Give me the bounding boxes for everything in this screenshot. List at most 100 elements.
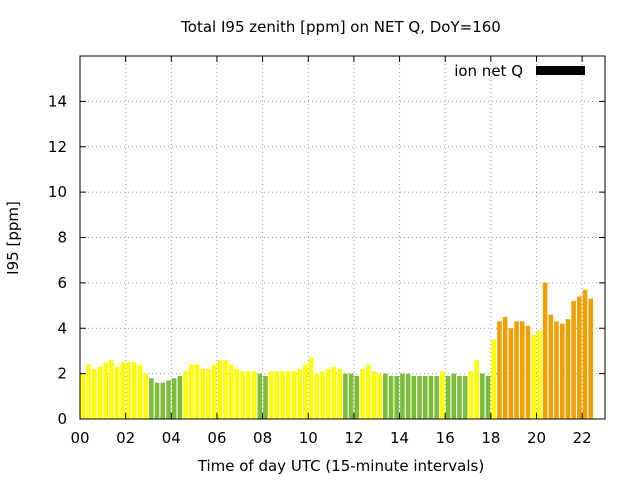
y-tick-label: 0 xyxy=(57,410,67,428)
y-tick-label: 10 xyxy=(48,183,67,201)
bar xyxy=(451,373,457,420)
bar xyxy=(149,378,154,419)
bar xyxy=(394,375,399,419)
x-tick-label: 16 xyxy=(436,429,455,447)
x-axis-label: Time of day UTC (15-minute intervals) xyxy=(197,457,484,475)
bar xyxy=(194,364,200,419)
bar xyxy=(143,373,148,420)
x-tick-label: 10 xyxy=(299,429,318,447)
bar xyxy=(325,369,331,419)
bar xyxy=(383,373,388,420)
bar xyxy=(246,371,251,419)
bar xyxy=(240,371,245,419)
bar xyxy=(291,371,297,419)
bar xyxy=(177,375,183,419)
bar xyxy=(525,325,531,419)
bar xyxy=(303,364,308,419)
bar xyxy=(434,375,439,419)
bar xyxy=(86,364,91,419)
bar xyxy=(519,321,525,419)
bar xyxy=(462,375,468,419)
bar xyxy=(97,366,103,419)
bar xyxy=(348,373,354,420)
x-tick-label: 02 xyxy=(116,429,135,447)
bar xyxy=(440,371,445,419)
bar xyxy=(160,382,166,419)
bar xyxy=(508,328,514,419)
legend: ion net Q xyxy=(454,62,585,80)
bar xyxy=(80,373,86,420)
x-tick-label: 22 xyxy=(573,429,592,447)
y-tick-label: 6 xyxy=(57,274,67,292)
bar xyxy=(331,366,337,419)
y-tick-label: 12 xyxy=(48,138,67,156)
x-tick-label: 08 xyxy=(253,429,272,447)
bar xyxy=(365,364,371,419)
bar xyxy=(400,373,405,420)
bar xyxy=(109,360,114,419)
plot-frame xyxy=(79,55,606,420)
bar xyxy=(234,369,240,419)
bar xyxy=(360,369,365,419)
y-tick-label: 8 xyxy=(57,229,67,247)
legend-swatch xyxy=(536,66,585,75)
bar xyxy=(314,373,320,420)
bar xyxy=(320,371,325,419)
bars xyxy=(80,282,594,420)
bar xyxy=(126,362,131,419)
bar xyxy=(211,364,217,419)
x-tick-label: 12 xyxy=(344,429,363,447)
bar xyxy=(131,362,137,419)
bar xyxy=(166,380,171,419)
bar xyxy=(206,369,211,419)
bar xyxy=(531,335,536,419)
bar xyxy=(343,373,348,420)
bar xyxy=(559,323,565,419)
bar xyxy=(588,298,594,419)
bar xyxy=(188,364,194,419)
bar xyxy=(103,362,108,419)
bar xyxy=(502,316,508,419)
bar xyxy=(286,371,291,419)
bar xyxy=(480,373,485,420)
bar xyxy=(171,378,177,419)
x-axis-ticks: 00 02 04 06 08 10 12 14 16 18 20 22 xyxy=(70,56,592,447)
bar xyxy=(445,375,451,419)
legend-label: ion net Q xyxy=(454,62,523,80)
y-axis-ticks: 0 2 4 6 8 10 12 14 xyxy=(48,92,605,428)
grid-lines xyxy=(80,56,605,419)
bar xyxy=(571,301,576,419)
bar xyxy=(354,375,360,419)
bar xyxy=(491,339,497,419)
y-tick-label: 14 xyxy=(48,92,67,110)
bar xyxy=(565,319,571,419)
bar xyxy=(554,321,559,419)
bar xyxy=(428,375,434,419)
bar xyxy=(542,282,548,420)
x-tick-label: 06 xyxy=(207,429,226,447)
y-tick-label: 4 xyxy=(57,319,67,337)
x-tick-label: 18 xyxy=(481,429,500,447)
bar xyxy=(137,364,143,419)
bar xyxy=(114,366,120,419)
bar xyxy=(154,382,160,419)
bar xyxy=(422,375,428,419)
bar xyxy=(183,371,188,419)
y-tick-label: 2 xyxy=(57,365,67,383)
bar xyxy=(405,373,411,420)
bar xyxy=(297,369,302,419)
bar xyxy=(337,369,342,419)
bar xyxy=(228,364,234,419)
bar xyxy=(457,375,462,419)
bar xyxy=(577,296,582,419)
bar xyxy=(120,362,126,419)
bar xyxy=(388,375,394,419)
bar xyxy=(274,371,280,419)
bar xyxy=(548,314,554,419)
bar xyxy=(251,371,257,419)
bar xyxy=(268,371,274,419)
bar xyxy=(411,375,417,419)
bar xyxy=(582,289,588,419)
chart-title: Total I95 zenith [ppm] on NET Q, DoY=160 xyxy=(180,18,501,36)
